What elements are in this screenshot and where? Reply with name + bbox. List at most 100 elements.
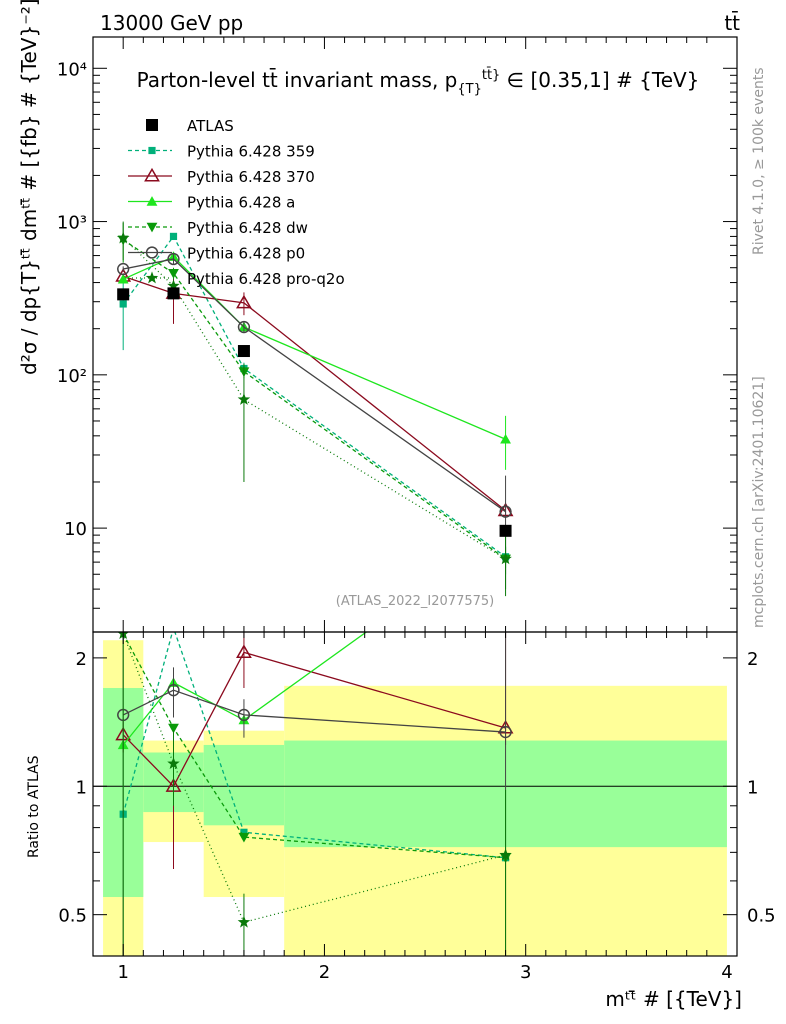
point-pythia-6-428-pro-q2o-3 — [499, 552, 512, 565]
series-pythia-6-428-370 — [115, 268, 514, 517]
point-pythia-6-428-a-0 — [117, 273, 129, 284]
tick-labels: 1 2 3 4 10 10² 10³ 10⁴ 0.5 0.5 1 1 2 2 — [57, 37, 776, 983]
ratio-point-pythia-6-428-pro-q2o-1 — [167, 757, 180, 769]
ratio-tick-label-left: 1 — [76, 777, 87, 798]
point-pythia-6-428-370-2 — [236, 294, 252, 309]
legend-label-pythia-6-428-pro-q2o: Pythia 6.428 pro-q2o — [187, 270, 345, 288]
point-pythia-6-428-359-0 — [119, 300, 127, 308]
ratio-point-pythia-6-428-dw-2 — [238, 832, 250, 843]
ratio-point-pythia-6-428-370-2 — [236, 644, 252, 658]
x-tick-label: 1 — [117, 962, 128, 983]
ratio-point-pythia-6-428-dw-1 — [168, 723, 179, 734]
point-atlas-2 — [237, 345, 250, 358]
legend-entry-pythia-6-428-370: Pythia 6.428 370 — [128, 167, 315, 186]
ratio-tick-label-left: 2 — [76, 649, 87, 670]
point-pythia-6-428-359-1 — [169, 232, 178, 241]
line-pythia-6-428-a — [122, 255, 506, 440]
point-atlas-1 — [167, 287, 180, 300]
rivet-label: Rivet 4.1.0, ≥ 100k events — [751, 67, 767, 255]
title-sup: tt̄} — [482, 68, 500, 83]
legend-marker-pythia-6-428-a — [146, 196, 158, 206]
legend-label-atlas: ATLAS — [187, 117, 234, 135]
main-panel-series — [115, 221, 514, 597]
x-tick-label: 2 — [319, 962, 330, 983]
chart-title: Parton-level tt̄ invariant mass, p{T}tt̄… — [137, 67, 700, 97]
title-rest: ∈ [0.35,1] # {TeV} — [500, 68, 699, 92]
point-pythia-6-428-pro-q2o-1 — [167, 279, 180, 292]
energy-label: 13000 GeV pp — [100, 11, 243, 35]
point-atlas-3 — [499, 524, 512, 537]
legend-entry-atlas: ATLAS — [146, 117, 234, 135]
legend-entry-pythia-6-428-pro-q2o: Pythia 6.428 pro-q2o — [128, 270, 345, 288]
y-axis-label: d²σ / dp{T}ᵗᵗ̄ dmᵗᵗ̄ # [{fb} # {TeV}⁻²] — [17, 0, 41, 375]
legend-label-pythia-6-428-dw: Pythia 6.428 dw — [187, 219, 308, 237]
ratio-point-pythia-6-428-p0-1 — [167, 684, 180, 697]
ratio-point-pythia-6-428-359-2 — [240, 828, 248, 836]
point-pythia-6-428-p0-2 — [237, 320, 251, 334]
series-atlas — [117, 287, 512, 537]
legend-label-pythia-6-428-370: Pythia 6.428 370 — [187, 168, 315, 186]
y-tick-label: 10² — [57, 366, 87, 387]
point-pythia-6-428-p0-0 — [117, 262, 130, 276]
watermark: (ATLAS_2022_I2077575) — [336, 594, 494, 609]
ratio-point-pythia-6-428-pro-q2o-3 — [499, 848, 512, 861]
x-tick-label: 4 — [721, 962, 732, 983]
ratio-tick-label-left: 0.5 — [58, 906, 87, 927]
legend-marker-pythia-6-428-359 — [148, 146, 156, 155]
legend-entry-pythia-6-428-a: Pythia 6.428 a — [128, 194, 295, 212]
ratio-panel-bands — [103, 640, 727, 956]
ratio-point-pythia-6-428-p0-3 — [499, 725, 512, 739]
legend-label-pythia-6-428-359: Pythia 6.428 359 — [187, 143, 315, 161]
x-axis-label: mᵗᵗ̄ # [{TeV}] — [605, 987, 742, 1011]
ratio-tick-label-right: 1 — [747, 777, 758, 798]
point-pythia-6-428-p0-1 — [167, 252, 180, 266]
x-tick-label: 3 — [520, 962, 531, 983]
series-pythia-6-428-pro-q2o — [116, 221, 512, 597]
legend-entry-pythia-6-428-p0: Pythia 6.428 p0 — [128, 245, 305, 263]
legend-entry-pythia-6-428-dw: Pythia 6.428 dw — [128, 219, 308, 237]
axes — [92, 36, 738, 957]
y-tick-label: 10 — [64, 519, 87, 540]
mcplots-label: mcplots.cern.ch [arXiv:2401.10621] — [751, 376, 767, 628]
ratio-frame — [92, 631, 738, 957]
ratio-point-pythia-6-428-pro-q2o-2 — [237, 915, 251, 928]
title-sub: {T} — [457, 82, 481, 97]
ratio-line-pythia-6-428-a — [122, 632, 368, 746]
legend-marker-pythia-6-428-pro-q2o — [145, 271, 159, 284]
process-label: tt̄ — [724, 10, 740, 35]
point-pythia-6-428-pro-q2o-0 — [116, 231, 130, 244]
line-pythia-6-428-pro-q2o — [122, 237, 506, 560]
legend: ATLAS Pythia 6.428 359 Pythia 6.428 370 Pyt… — [128, 117, 345, 288]
legend-entry-pythia-6-428-359: Pythia 6.428 359 — [128, 143, 315, 161]
ratio-point-pythia-6-428-359-1 — [170, 624, 177, 631]
inner-band-2 — [203, 744, 285, 826]
line-pythia-6-428-359 — [122, 235, 506, 558]
ratio-tick-label-right: 2 — [747, 649, 758, 670]
ratio-panel-series — [115, 624, 514, 956]
line-pythia-6-428-370 — [122, 275, 506, 512]
legend-label-pythia-6-428-p0: Pythia 6.428 p0 — [187, 245, 305, 263]
point-pythia-6-428-pro-q2o-2 — [237, 392, 251, 405]
title-p: p — [445, 68, 458, 92]
point-pythia-6-428-dw-1 — [168, 269, 179, 279]
point-pythia-6-428-a-3 — [500, 433, 511, 444]
y-tick-label: 10⁴ — [57, 59, 87, 80]
ratio-point-pythia-6-428-p0-2 — [237, 708, 251, 722]
y-tick-label: 10³ — [57, 213, 87, 234]
ratio-line-pythia-6-428-359 — [122, 632, 506, 859]
ratio-line-pythia-6-428-dw — [122, 633, 506, 859]
ratio-tick-label-right: 0.5 — [747, 906, 776, 927]
ratio-y-axis-label: Ratio to ATLAS — [26, 755, 42, 858]
legend-marker-pythia-6-428-dw — [146, 222, 158, 233]
point-atlas-0 — [117, 288, 130, 301]
line-pythia-6-428-p0 — [123, 258, 506, 513]
point-pythia-6-428-p0-3 — [499, 505, 512, 518]
ratio-line-pythia-6-428-370 — [122, 651, 506, 788]
legend-marker-atlas — [146, 119, 158, 131]
legend-label-pythia-6-428-a: Pythia 6.428 a — [187, 194, 295, 212]
ratio-line-pythia-6-428-pro-q2o — [122, 633, 506, 923]
ratio-line-pythia-6-428-p0 — [122, 689, 506, 733]
legend-marker-pythia-6-428-370 — [144, 167, 160, 182]
legend-marker-pythia-6-428-p0 — [145, 246, 159, 259]
